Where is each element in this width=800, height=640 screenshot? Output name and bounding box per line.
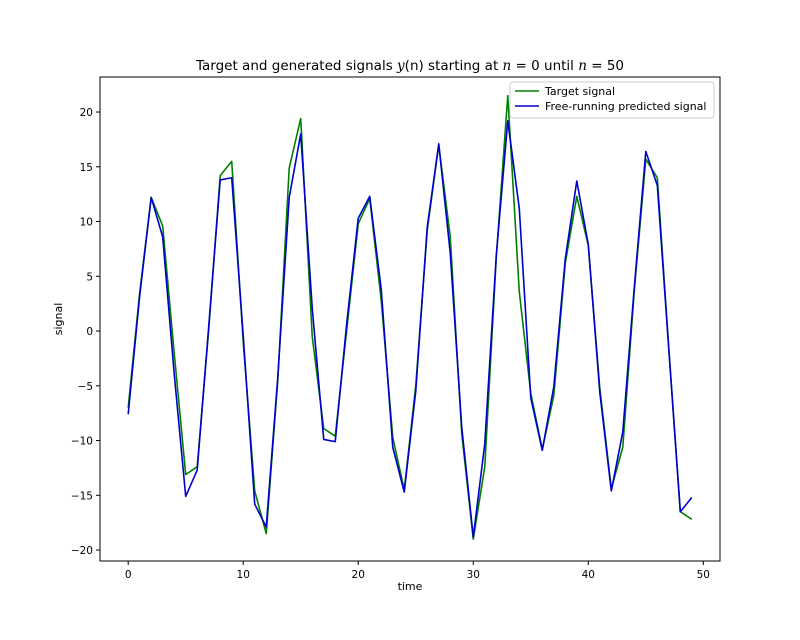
x-axis-ticks: 0 10 20 30 40 50 — [125, 561, 710, 581]
y-tick-label: 0 — [86, 326, 93, 338]
x-tick-label: 10 — [237, 569, 250, 581]
x-tick-label: 40 — [582, 569, 595, 581]
y-tick-label: 10 — [80, 217, 93, 229]
y-tick-label: −5 — [78, 381, 93, 393]
y-axis-ticks: −20 −15 −10 −5 0 5 10 15 20 — [71, 107, 100, 557]
legend-label-target: Target signal — [544, 85, 615, 98]
y-tick-label: −15 — [71, 490, 93, 502]
x-tick-label: 30 — [467, 569, 480, 581]
chart-title: Target and generated signals y(n) starti… — [195, 58, 624, 74]
y-tick-label: 15 — [80, 162, 93, 174]
y-tick-label: −20 — [71, 545, 93, 557]
plot-frame — [99, 76, 721, 562]
x-axis-label: time — [398, 580, 423, 593]
y-tick-label: 5 — [86, 271, 93, 283]
plot-area — [127, 94, 693, 540]
y-tick-label: 20 — [80, 107, 93, 119]
x-tick-label: 0 — [125, 569, 132, 581]
legend: Target signal Free-running predicted sig… — [509, 81, 715, 119]
y-axis-label: signal — [52, 303, 65, 336]
series-line-free-running-predicted-signal — [127, 120, 693, 538]
legend-label-predicted: Free-running predicted signal — [545, 100, 706, 113]
legend-box — [509, 81, 715, 119]
x-tick-label: 50 — [697, 569, 710, 581]
y-tick-label: −10 — [71, 436, 93, 448]
x-tick-label: 20 — [352, 569, 365, 581]
